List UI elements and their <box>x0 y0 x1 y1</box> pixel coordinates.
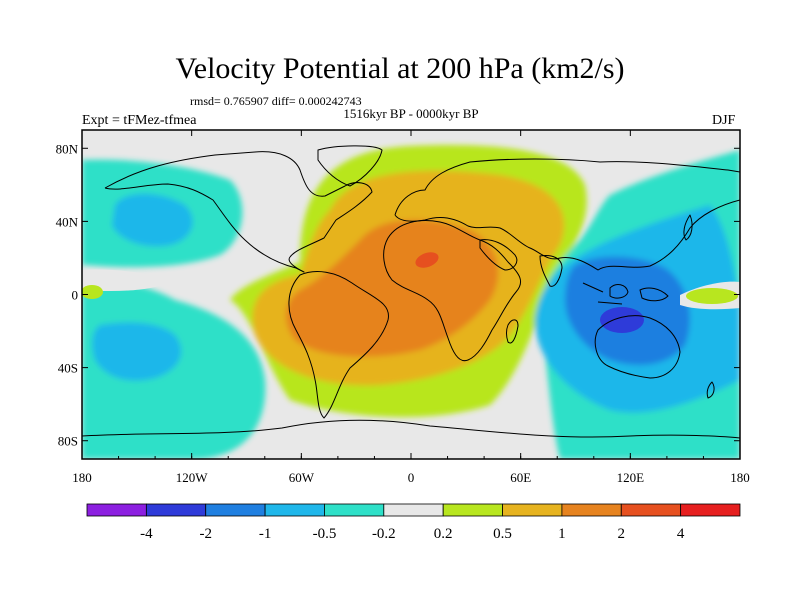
greenland-coastline <box>317 145 383 187</box>
x-tick-label: 60W <box>289 470 315 485</box>
colorbar-label: -4 <box>140 526 153 542</box>
tropical-pacific-gap-left <box>82 269 170 292</box>
india-coastline <box>539 255 563 287</box>
y-tick-label: 0 <box>72 288 79 303</box>
north-america-coastline <box>104 151 373 273</box>
south-pacific-inner-region <box>92 322 182 381</box>
colorbar-label: 0.5 <box>493 526 512 542</box>
colorbar-label: 1 <box>558 526 566 542</box>
arabia-coastline <box>479 239 518 271</box>
y-tick-label: 40S <box>58 361 78 376</box>
colorbar-swatch <box>86 503 147 517</box>
x-tick-label: 180 <box>72 470 92 485</box>
season-label: DJF <box>712 113 736 128</box>
x-tick-label: 120E <box>617 470 645 485</box>
axis-ticks <box>81 130 741 459</box>
indonesia-coastline <box>582 282 669 305</box>
colorbar-swatch <box>502 503 563 517</box>
antarctica-coastline <box>82 419 740 439</box>
colorbar-label: -1 <box>259 526 272 542</box>
colorbar-swatch <box>264 503 325 517</box>
positive-core-region <box>285 219 499 357</box>
south-america-coastline <box>288 271 389 419</box>
sahara-peak-region <box>415 252 439 268</box>
stats-label: rmsd= 0.765907 diff= 0.000242743 <box>190 94 362 108</box>
period-label: 1516kyr BP - 0000kyr BP <box>343 106 479 121</box>
x-tick-label: 60E <box>510 470 531 485</box>
new-zealand-coastline <box>706 381 715 399</box>
colorbar-swatch <box>145 503 207 517</box>
y-tick-label: 80S <box>58 434 78 449</box>
colorbar-swatch <box>620 503 682 517</box>
x-axis-labels: 180 120W 60W 0 60E 120E 180 <box>72 470 750 485</box>
x-tick-label: 0 <box>408 470 415 485</box>
chart-title: Velocity Potential at 200 hPa (km2/s) <box>175 52 625 85</box>
pacific-positive-blob-right <box>686 288 738 304</box>
pacific-positive-blob-left <box>82 285 103 299</box>
colorbar-label: 2 <box>618 526 626 542</box>
colorbar-label: -0.5 <box>313 526 337 542</box>
experiment-label: Expt = tFMez-tfmea <box>82 113 197 128</box>
colorbar-swatch <box>324 503 385 517</box>
colorbar: -4 -2 -1 -0.5 -0.2 0.2 0.5 1 2 4 <box>86 503 741 542</box>
colorbar-swatch <box>680 503 741 517</box>
madagascar-coastline <box>506 319 519 344</box>
y-tick-label: 80N <box>56 141 79 156</box>
colorbar-label: 0.2 <box>434 526 453 542</box>
japan-coastline <box>683 214 693 241</box>
colorbar-label: 4 <box>677 526 685 542</box>
australia-minimum-region <box>600 307 644 333</box>
colorbar-label: -0.2 <box>372 526 396 542</box>
australia-coastline <box>594 315 681 379</box>
north-pacific-core-region <box>112 193 193 247</box>
colorbar-label: -2 <box>199 526 212 542</box>
x-tick-label: 120W <box>176 470 209 485</box>
y-axis-labels: 80N 40N 0 40S 80S <box>56 141 79 448</box>
y-tick-label: 40N <box>56 214 79 229</box>
colorbar-swatch <box>442 503 503 517</box>
colorbar-swatch <box>383 503 444 517</box>
colorbar-swatch <box>205 503 266 517</box>
africa-coastline <box>383 220 522 362</box>
x-tick-label: 180 <box>730 470 750 485</box>
colorbar-swatch <box>561 503 622 517</box>
